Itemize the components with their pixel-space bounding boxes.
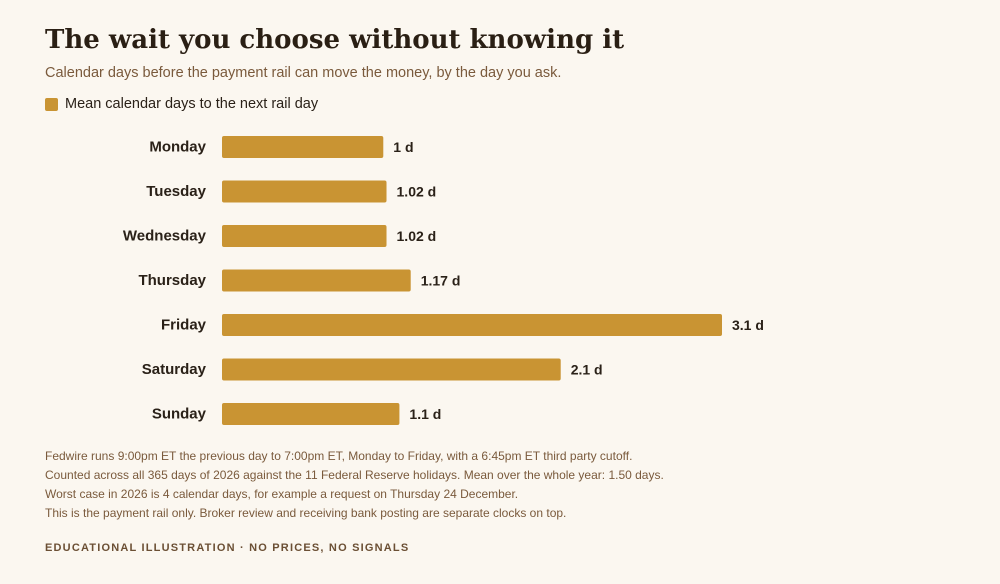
footer-disclaimer: EDUCATIONAL ILLUSTRATION · NO PRICES, NO… — [45, 542, 410, 554]
note-line: Worst case in 2026 is 4 calendar days, f… — [45, 487, 519, 501]
bar — [222, 314, 722, 336]
category-label: Wednesday — [123, 228, 207, 245]
value-label: 2.1 d — [571, 362, 603, 378]
bar-chart: Monday 1 d Tuesday 1.02 d Wednesday 1.02 d Thu… — [123, 136, 764, 425]
value-label: 1.17 d — [421, 273, 461, 289]
category-label: Tuesday — [146, 183, 206, 200]
category-label: Monday — [149, 139, 206, 156]
value-label: 1.1 d — [409, 406, 441, 422]
category-label: Saturday — [142, 361, 207, 378]
category-label: Friday — [161, 317, 207, 334]
bar — [222, 403, 400, 425]
bar — [222, 358, 561, 381]
chart-subtitle: Calendar days before the payment rail ca… — [45, 65, 562, 81]
note-line: Fedwire runs 9:00pm ET the previous day … — [45, 449, 633, 463]
category-label: Sunday — [152, 406, 207, 423]
legend-swatch — [45, 97, 58, 111]
value-label: 1.02 d — [397, 228, 437, 244]
bar — [222, 136, 384, 158]
note-line: This is the payment rail only. Broker re… — [45, 506, 567, 520]
value-label: 1 d — [393, 139, 413, 155]
bar — [222, 225, 387, 247]
bar — [222, 269, 411, 292]
value-label: 1.02 d — [397, 184, 437, 200]
legend: Mean calendar days to the next rail day — [45, 95, 318, 113]
note-line: Counted across all 365 days of 2026 agai… — [45, 468, 664, 482]
category-label: Thursday — [138, 272, 206, 289]
notes-list: Fedwire runs 9:00pm ET the previous day … — [45, 447, 664, 523]
value-label: 3.1 d — [732, 317, 764, 333]
chart-title: The wait you choose without knowing it — [45, 25, 625, 55]
legend-label: Mean calendar days to the next rail day — [65, 96, 319, 112]
bar — [222, 180, 387, 203]
